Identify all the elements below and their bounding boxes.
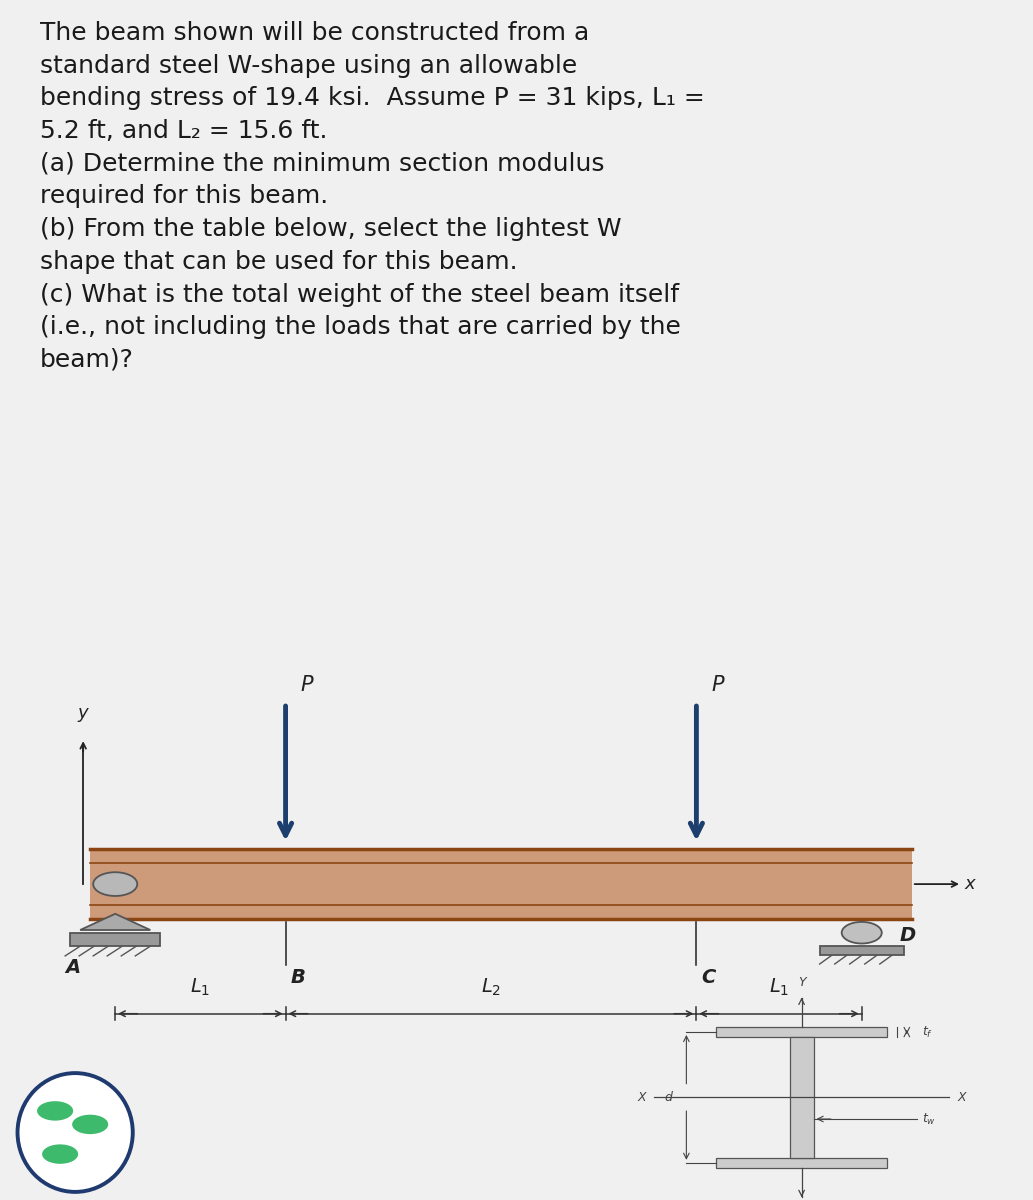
Circle shape <box>93 872 137 896</box>
Text: A: A <box>65 958 81 977</box>
Text: (i.e., not including the loads that are carried by the: (i.e., not including the loads that are … <box>40 316 681 340</box>
Text: $t_f$: $t_f$ <box>921 1025 933 1039</box>
Text: y: y <box>77 704 89 722</box>
Text: P: P <box>301 676 313 695</box>
Circle shape <box>842 922 882 943</box>
Bar <box>789 1037 814 1158</box>
Text: (a) Determine the minimum section modulus: (a) Determine the minimum section modulu… <box>40 151 604 175</box>
Text: D: D <box>900 926 916 944</box>
Text: required for this beam.: required for this beam. <box>40 185 328 209</box>
Circle shape <box>72 1115 108 1134</box>
Text: (c) What is the total weight of the steel beam itself: (c) What is the total weight of the stee… <box>40 282 680 306</box>
Text: $L_1$: $L_1$ <box>769 977 789 997</box>
Bar <box>90 850 912 919</box>
Text: X: X <box>958 1091 966 1104</box>
Text: standard steel W-shape using an allowable: standard steel W-shape using an allowabl… <box>40 54 577 78</box>
Text: B: B <box>290 967 305 986</box>
Text: d: d <box>664 1091 672 1104</box>
Text: 5.2 ft, and L₂ = 15.6 ft.: 5.2 ft, and L₂ = 15.6 ft. <box>40 119 327 143</box>
Text: $L_2$: $L_2$ <box>481 977 501 997</box>
Text: X: X <box>637 1091 646 1104</box>
Circle shape <box>42 1145 79 1164</box>
Ellipse shape <box>18 1073 133 1192</box>
Bar <box>70 932 160 946</box>
Text: Y: Y <box>797 977 806 989</box>
Text: P: P <box>712 676 724 695</box>
Text: beam)?: beam)? <box>40 348 134 372</box>
Bar <box>717 1027 886 1037</box>
Circle shape <box>37 1102 73 1121</box>
Text: $t_w$: $t_w$ <box>921 1111 936 1127</box>
Text: x: x <box>965 875 975 893</box>
Text: The beam shown will be constructed from a: The beam shown will be constructed from … <box>40 20 590 44</box>
Text: shape that can be used for this beam.: shape that can be used for this beam. <box>40 250 518 274</box>
Text: C: C <box>701 967 716 986</box>
Text: (b) From the table below, select the lightest W: (b) From the table below, select the lig… <box>40 217 622 241</box>
Bar <box>717 1158 886 1168</box>
Polygon shape <box>81 914 151 930</box>
Bar <box>819 946 904 955</box>
Text: bending stress of 19.4 ksi.  Assume P = 31 kips, L₁ =: bending stress of 19.4 ksi. Assume P = 3… <box>40 86 705 110</box>
Text: $L_1$: $L_1$ <box>190 977 211 997</box>
